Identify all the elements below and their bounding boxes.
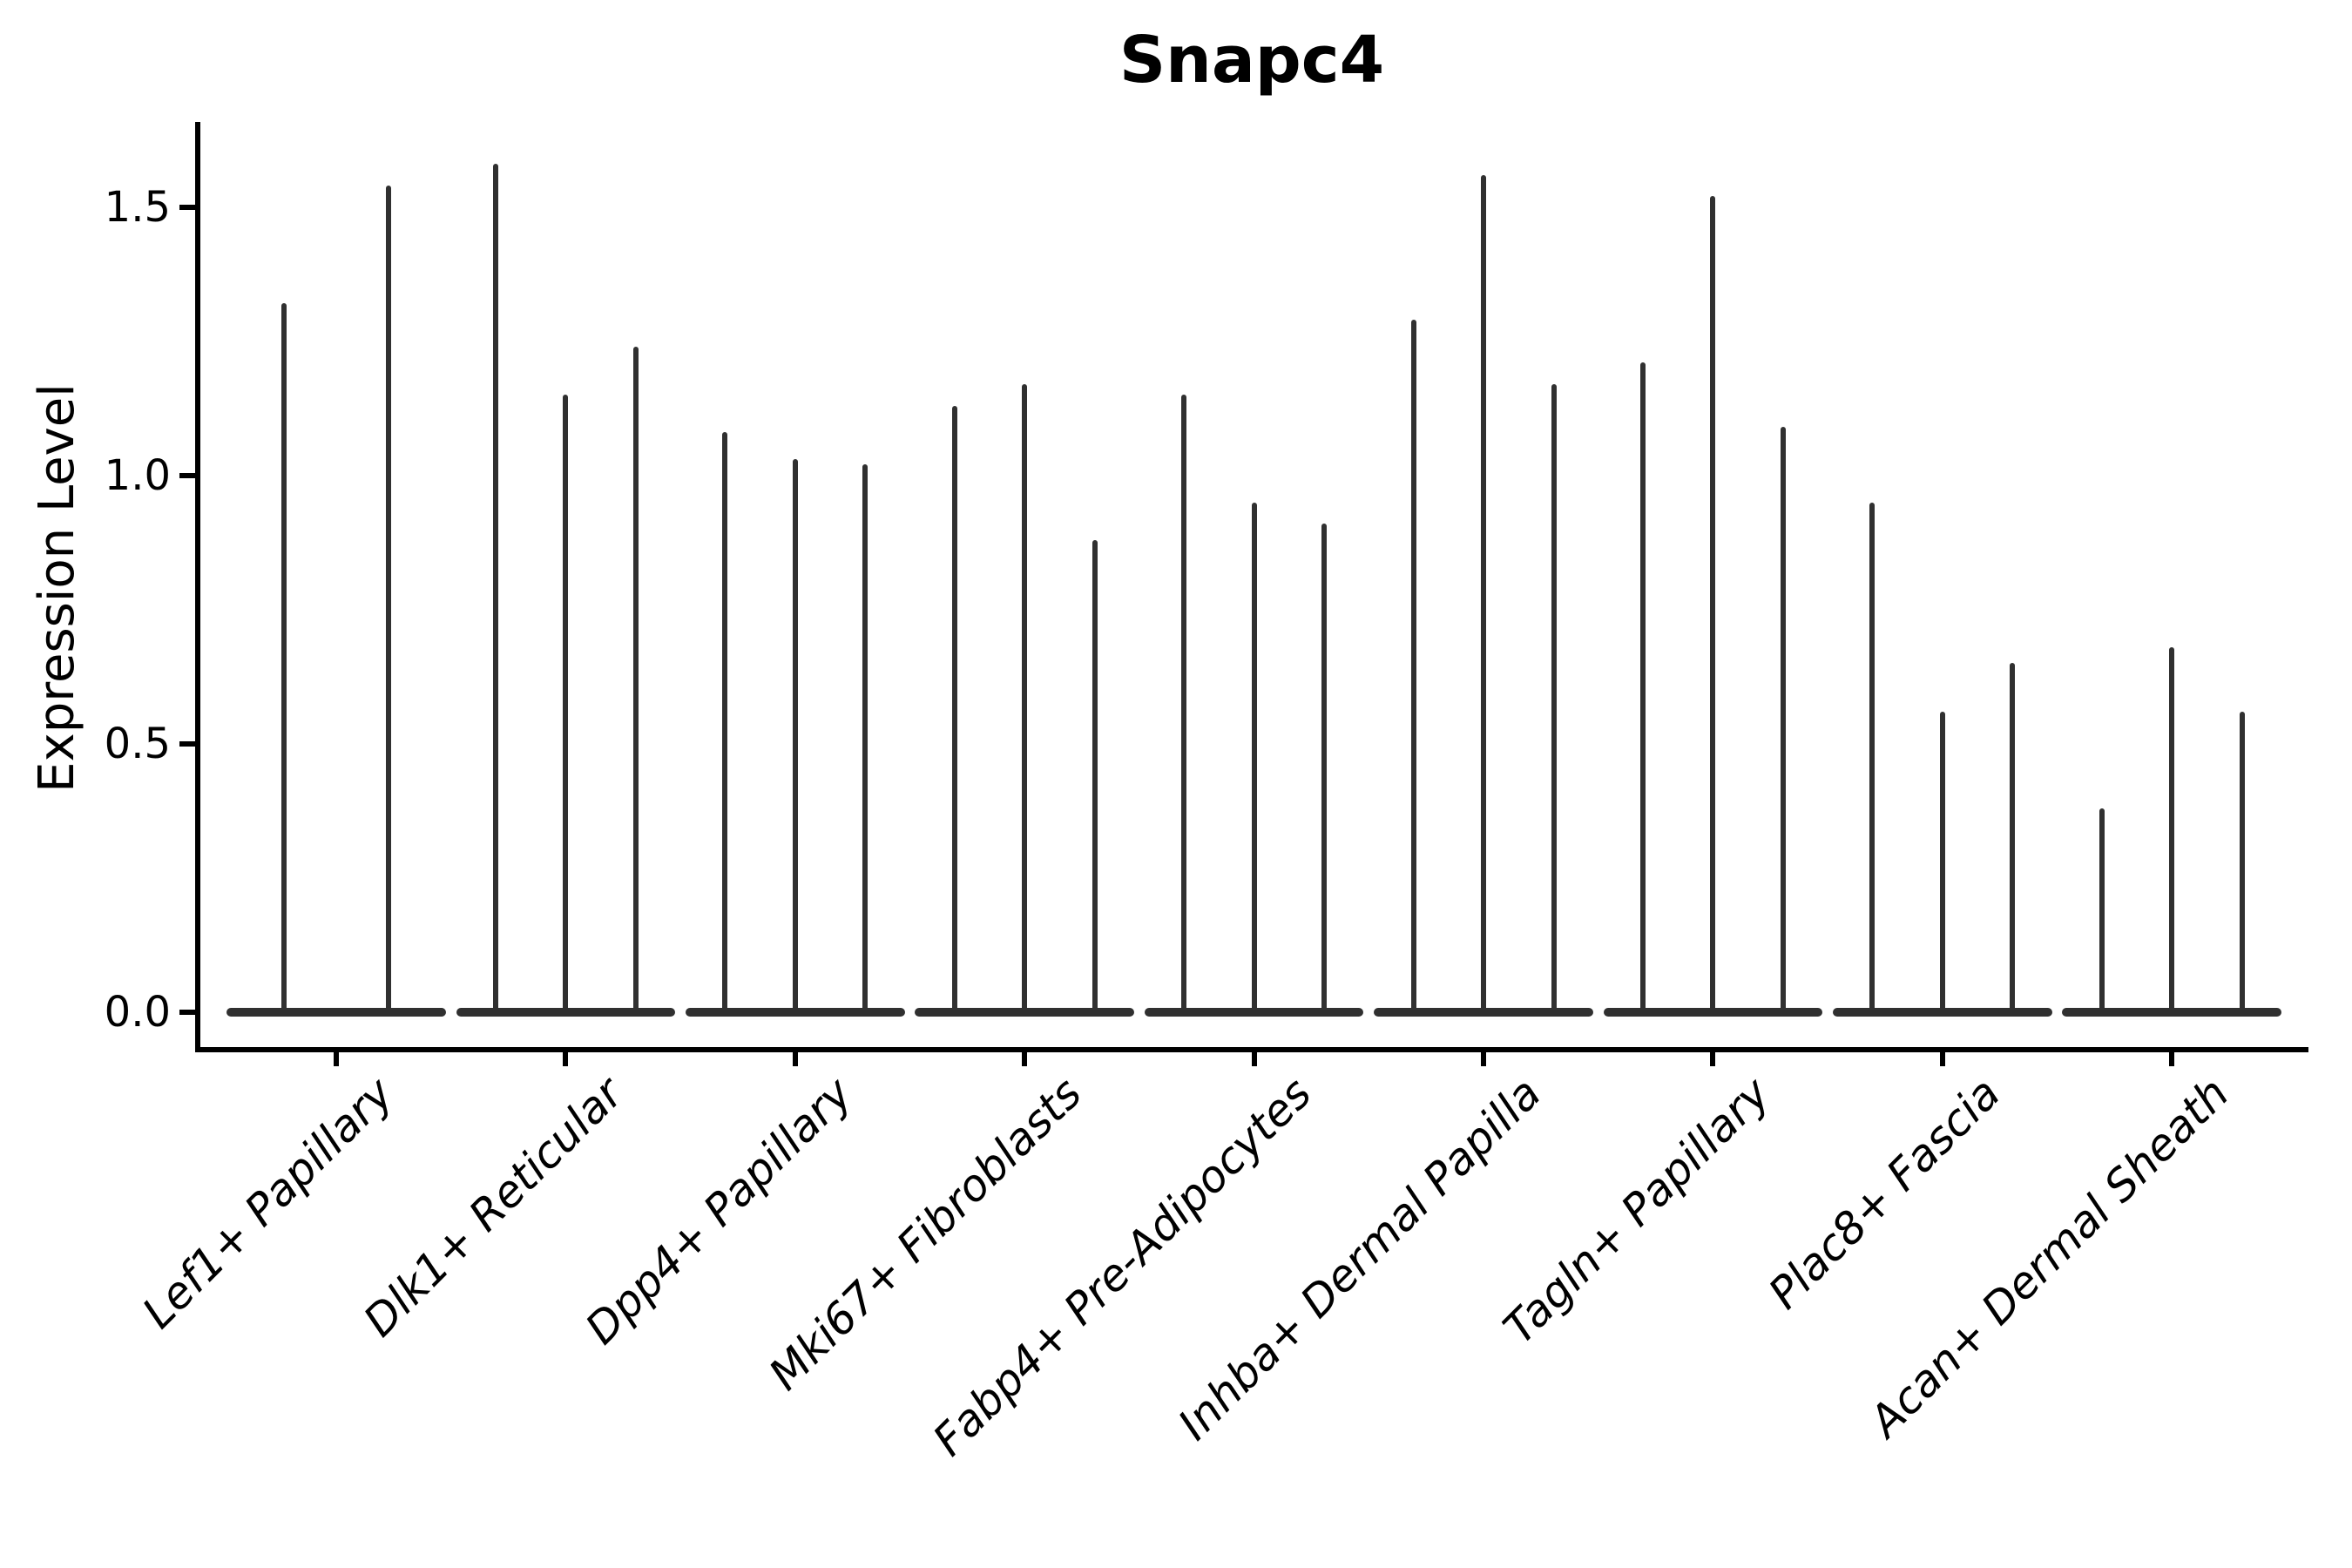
violin-spike xyxy=(1939,711,1945,1016)
violin-spike xyxy=(951,405,957,1016)
y-axis-tick xyxy=(179,1010,195,1015)
violin-spike xyxy=(1181,395,1187,1016)
plot-area: 0.0 0.5 1.0 1.5 Lef1+ Papillary Dlk1+ Reticul… xyxy=(105,122,2308,1465)
y-axis-tick-label: 0.5 xyxy=(104,719,171,768)
violin-spike xyxy=(2099,808,2105,1016)
x-axis-tick xyxy=(1022,1052,1028,1066)
violin-spike xyxy=(1092,539,1098,1016)
x-axis-tick xyxy=(1939,1052,1945,1066)
y-axis-tick xyxy=(179,740,195,747)
violin-spike xyxy=(862,464,868,1016)
x-axis-tick xyxy=(563,1052,569,1066)
violin-spike xyxy=(2010,663,2016,1016)
violin-spike xyxy=(632,346,639,1016)
y-axis-tick-label: 0.0 xyxy=(104,988,171,1037)
x-axis-tick xyxy=(1251,1052,1257,1066)
violin-spike xyxy=(1869,502,1876,1016)
violin-spike xyxy=(386,185,392,1016)
violin-spike xyxy=(1710,196,1716,1016)
violin-spike xyxy=(2239,711,2245,1016)
y-axis-tick xyxy=(179,472,195,478)
violin-spike xyxy=(492,164,498,1016)
violin-spike xyxy=(280,303,287,1016)
y-axis-tick-label: 1.5 xyxy=(104,182,171,232)
violin-spike xyxy=(563,395,569,1016)
y-axis-label: Expression Level xyxy=(29,383,85,793)
x-axis-tick-label: Fabp4+ Pre-Adipocytes xyxy=(923,1067,1321,1466)
chart-title: Snapc4 xyxy=(1119,23,1385,98)
violin-spike xyxy=(1551,383,1557,1016)
violin-spike xyxy=(722,432,728,1016)
violin-spike xyxy=(1639,362,1646,1016)
x-axis-tick-label: Lef1+ Papillary xyxy=(132,1067,403,1339)
y-axis-tick-label: 1.0 xyxy=(104,450,171,500)
y-axis-tick xyxy=(179,204,195,210)
x-axis-tick xyxy=(334,1052,339,1066)
violin-spike xyxy=(792,459,798,1016)
x-axis-tick-label: Plac8+ Fascia xyxy=(1758,1067,2010,1319)
x-axis-tick xyxy=(792,1052,798,1066)
x-axis-tick xyxy=(1481,1052,1486,1066)
violin-spike xyxy=(1410,319,1416,1016)
violin-spike xyxy=(1321,524,1328,1016)
violin-spike xyxy=(1251,502,1257,1016)
x-axis-tick xyxy=(2169,1052,2175,1066)
violin-spike xyxy=(1481,174,1486,1016)
violin-spike xyxy=(1022,383,1028,1016)
violin-spike xyxy=(2169,646,2175,1016)
violin-spike xyxy=(1780,427,1786,1016)
x-axis-tick xyxy=(1710,1052,1716,1066)
